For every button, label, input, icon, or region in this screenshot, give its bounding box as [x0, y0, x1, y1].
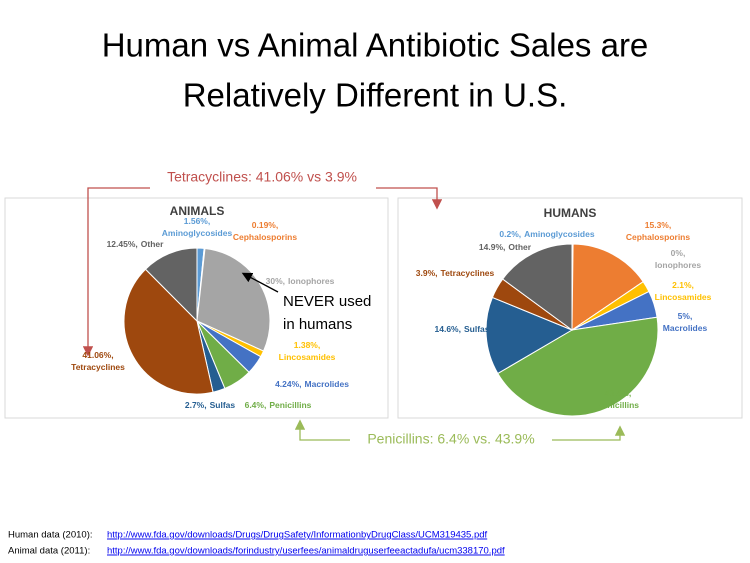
data-label: 5%, Macrolides	[663, 311, 708, 333]
value-label: 0.2%,	[499, 229, 521, 239]
category-label: Lincosamides	[655, 292, 712, 302]
category-label: Lincosamides	[279, 352, 336, 362]
value-label: 30%,	[266, 276, 285, 286]
category-label: Aminoglycosides	[524, 229, 595, 239]
data-label: 0.19%, Cephalosporins	[233, 220, 298, 242]
data-label: 30%, Ionophores	[266, 276, 335, 286]
value-label: 0%,	[671, 248, 686, 258]
category-label: Other	[508, 242, 531, 252]
arrow	[552, 425, 626, 441]
data-label: 6.4%, Penicillins	[245, 400, 312, 410]
chart-title: ANIMALS	[170, 204, 225, 218]
source-label: Animal data (2011):	[8, 546, 90, 557]
category-label: Macrolides	[663, 323, 708, 333]
annotation: Tetracyclines: 41.06% vs 3.9%	[167, 169, 357, 185]
data-label: 3.9%, Tetracyclines	[416, 268, 495, 278]
category-label: Cephalosporins	[233, 232, 298, 242]
value-label: 2.1%,	[672, 280, 694, 290]
pie-slice	[123, 268, 214, 395]
category-label: Sulfas	[464, 324, 490, 334]
category-label: Aminoglycosides	[162, 228, 233, 238]
data-label: 2.1%, Lincosamides	[655, 280, 712, 302]
source-link[interactable]: http://www.fda.gov/downloads/forindustry…	[107, 546, 505, 557]
data-label: 2.7%, Sulfas	[185, 400, 236, 410]
data-label: 12.45%, Other	[107, 239, 165, 249]
data-label: 14.6%, Sulfas	[435, 324, 490, 334]
value-label: 15.3%,	[645, 220, 671, 230]
value-label: 41.06%,	[82, 350, 113, 360]
category-label: Ionophores	[288, 276, 335, 286]
data-label: 41.06%, Tetracyclines	[71, 350, 125, 372]
data-label: 0%, Ionophores	[655, 248, 702, 270]
category-label: Cephalosporins	[626, 232, 691, 242]
arrow	[376, 187, 443, 210]
source-link[interactable]: http://www.fda.gov/downloads/Drugs/DrugS…	[107, 530, 488, 541]
category-label: Sulfas	[210, 400, 236, 410]
source-label: Human data (2010):	[8, 530, 93, 541]
chart-title: HUMANS	[544, 206, 597, 220]
data-label: 0.2%, Aminoglycosides	[499, 229, 594, 239]
pie-slice	[144, 247, 198, 323]
annotation: NEVER used	[283, 293, 371, 310]
data-label: 4.24%, Macrolides	[275, 379, 349, 389]
arrow	[241, 272, 279, 293]
annotation: Penicillins: 6.4% vs. 43.9%	[367, 431, 534, 447]
data-label: 15.3%, Cephalosporins	[626, 220, 691, 242]
arrow	[294, 419, 350, 441]
category-label: Macrolides	[305, 379, 350, 389]
pie-slice	[485, 296, 574, 375]
value-label: 5%,	[678, 311, 693, 321]
data-label: 1.56%, Aminoglycosides	[162, 216, 233, 238]
category-label: Penicillins	[597, 400, 639, 410]
slide-title: Relatively Different in U.S.	[183, 77, 568, 114]
value-label: 0.19%,	[252, 220, 278, 230]
value-label: 1.56%,	[184, 216, 210, 226]
data-label: 14.9%, Other	[479, 242, 532, 252]
value-label: 14.9%,	[479, 242, 505, 252]
value-label: 6.4%,	[245, 400, 267, 410]
value-label: 2.7%,	[185, 400, 207, 410]
slide-title: Human vs Animal Antibiotic Sales are	[102, 27, 649, 64]
category-label: Tetracyclines	[441, 268, 495, 278]
value-label: 1.38%,	[294, 340, 320, 350]
pie-slice	[571, 243, 644, 331]
value-label: 3.9%,	[416, 268, 438, 278]
category-label: Tetracyclines	[71, 362, 125, 372]
data-label: 43.9%, Penicillins	[597, 388, 639, 410]
pie-slice	[497, 316, 659, 417]
value-label: 14.6%,	[435, 324, 461, 334]
pie-slice	[501, 243, 573, 331]
annotation: in humans	[283, 316, 352, 333]
category-label: Penicillins	[269, 400, 311, 410]
value-label: 4.24%,	[275, 379, 301, 389]
arrow	[82, 187, 150, 357]
value-label: 43.9%,	[605, 388, 631, 398]
data-label: 1.38%, Lincosamides	[279, 340, 336, 362]
category-label: Other	[141, 239, 164, 249]
value-label: 12.45%,	[107, 239, 138, 249]
category-label: Ionophores	[655, 260, 702, 270]
